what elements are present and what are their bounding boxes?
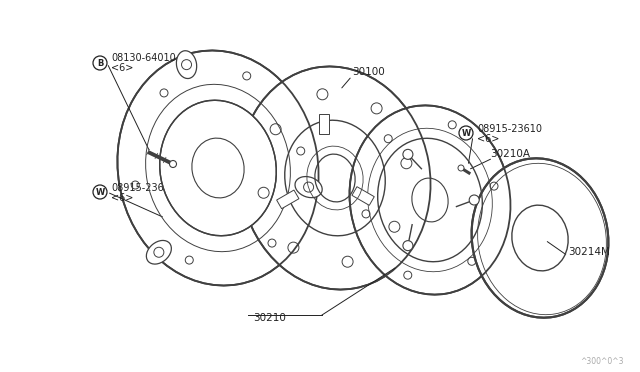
Text: 30100: 30100 (352, 67, 385, 77)
Circle shape (403, 150, 413, 159)
Ellipse shape (472, 158, 609, 318)
Circle shape (459, 126, 473, 140)
Circle shape (458, 165, 464, 171)
Bar (276, 190, 299, 209)
Text: 08915-23610: 08915-23610 (477, 124, 542, 134)
Text: 30210: 30210 (253, 313, 286, 323)
Ellipse shape (117, 51, 319, 285)
Text: W: W (461, 128, 470, 138)
Text: <6>: <6> (111, 63, 133, 73)
Ellipse shape (295, 177, 322, 198)
Ellipse shape (177, 51, 196, 78)
Circle shape (403, 241, 413, 251)
Ellipse shape (147, 240, 172, 264)
Text: 08915-23610: 08915-23610 (111, 183, 176, 193)
Bar (319, 113, 329, 134)
Text: 08130-64010: 08130-64010 (111, 53, 176, 63)
Ellipse shape (159, 100, 276, 236)
Ellipse shape (239, 67, 431, 289)
Text: <6>: <6> (477, 134, 499, 144)
Circle shape (170, 160, 177, 167)
Bar (352, 187, 374, 205)
Text: W: W (95, 187, 104, 196)
Text: 30210A: 30210A (490, 149, 530, 159)
Circle shape (93, 56, 107, 70)
Ellipse shape (349, 105, 511, 295)
Text: B: B (97, 58, 103, 67)
Text: ^300^0^3: ^300^0^3 (580, 357, 623, 366)
Text: <6>: <6> (111, 193, 133, 203)
Circle shape (469, 195, 479, 205)
Circle shape (93, 185, 107, 199)
Text: 30214M: 30214M (568, 247, 610, 257)
